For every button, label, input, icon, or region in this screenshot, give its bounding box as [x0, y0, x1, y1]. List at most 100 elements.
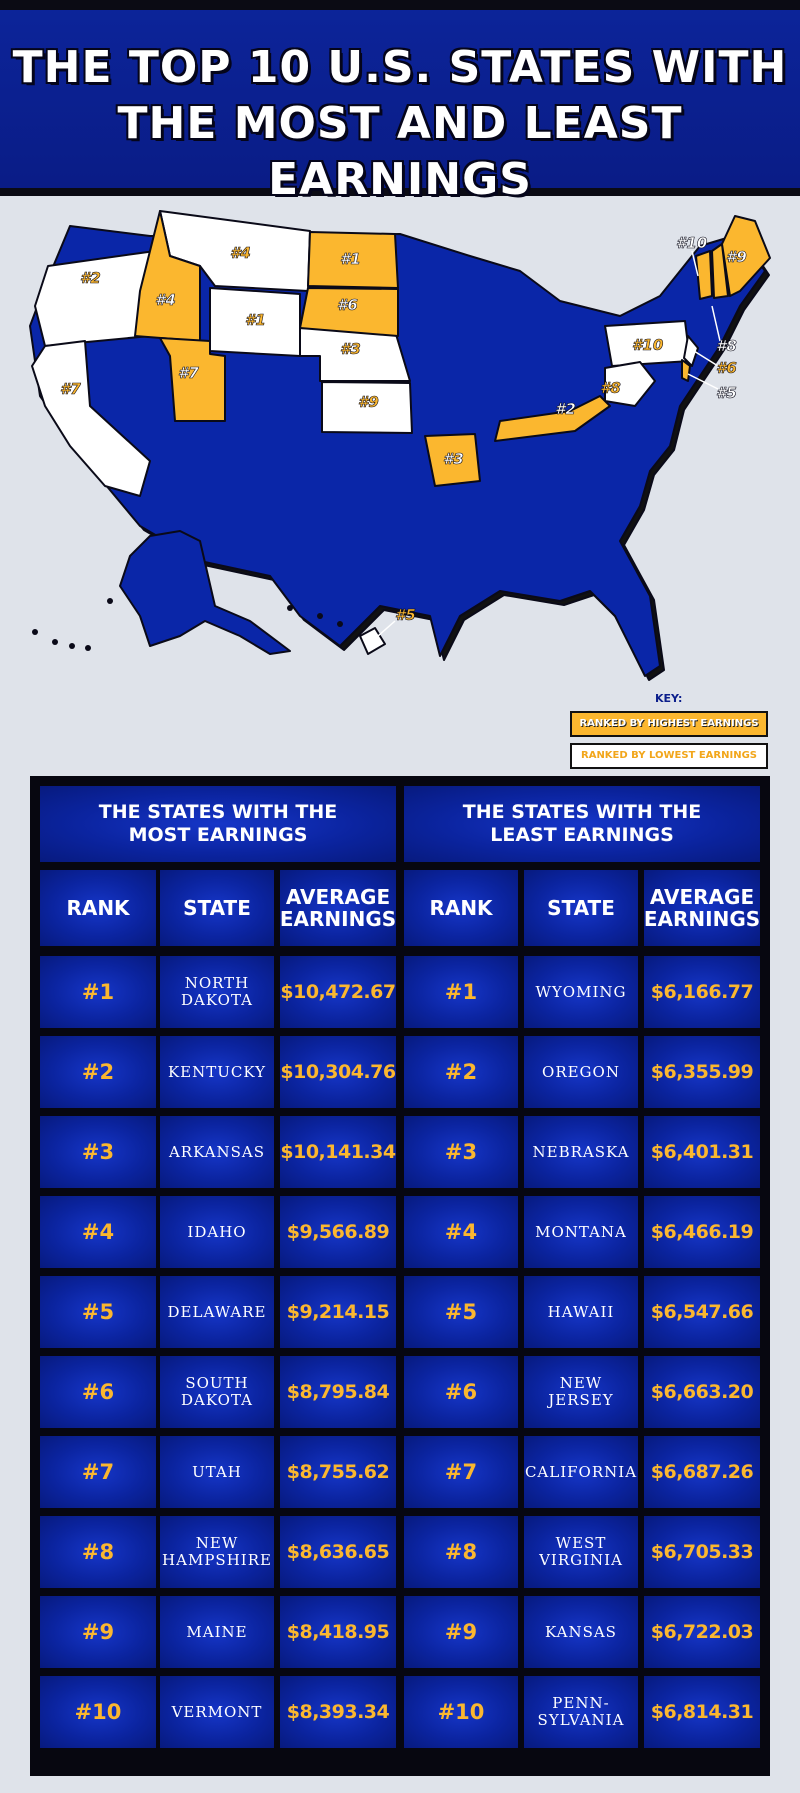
title-line-2: THE MOST AND LEAST EARNINGS [117, 98, 683, 205]
most-row-8-earnings-text: $8,636.65 [286, 1541, 390, 1563]
most-row-10-earnings: $8,393.34 [280, 1676, 396, 1748]
most-row-4-earnings: $9,566.89 [280, 1196, 396, 1268]
most-earnings-title-text: THE STATES WITH THE MOST EARNINGS [98, 801, 338, 846]
least-row-10-earnings: $6,814.31 [644, 1676, 760, 1748]
most-row-6-earnings-text: $8,795.84 [286, 1381, 390, 1403]
least-row-10-earnings-text: $6,814.31 [650, 1701, 754, 1723]
map-label-utah: #7 [178, 364, 199, 382]
most-row-2-state: KENTUCKY [160, 1036, 274, 1108]
state-alaska [119, 530, 291, 655]
least-row-5-rank-text: #5 [444, 1300, 478, 1324]
map-label-california: #7 [60, 380, 81, 398]
most-row-5-rank-text: #5 [81, 1300, 115, 1324]
least-row-10-state: PENN- SYLVANIA [524, 1676, 638, 1748]
least-row-4-rank-text: #4 [444, 1220, 478, 1244]
most-row-4-state-text: IDAHO [187, 1222, 247, 1241]
most-row-6-rank: #6 [40, 1356, 156, 1428]
most-row-6-state-text: SOUTH DAKOTA [181, 1374, 253, 1409]
most-row-8-state: NEW HAMPSHIRE [160, 1516, 274, 1588]
most-row-9-state-text: MAINE [186, 1622, 248, 1641]
most-header-rank-text: RANK [66, 896, 130, 920]
state-oregon [34, 250, 156, 347]
map-label-south-dakota: #6 [337, 296, 358, 314]
most-row-3-state: ARKANSAS [160, 1116, 274, 1188]
title-line-1: THE TOP 10 U.S. STATES WITH [12, 42, 788, 93]
least-row-4-state: MONTANA [524, 1196, 638, 1268]
most-row-1-rank-text: #1 [81, 980, 115, 1004]
least-row-1-rank: #1 [404, 956, 518, 1028]
most-row-8-rank: #8 [40, 1516, 156, 1588]
most-header-state-text: STATE [183, 896, 251, 920]
map-label-kentucky: #2 [555, 400, 576, 418]
most-header-state: STATE [160, 870, 274, 946]
most-header-rank: RANK [40, 870, 156, 946]
least-row-6-rank: #6 [404, 1356, 518, 1428]
most-row-5-rank: #5 [40, 1276, 156, 1348]
least-row-5-rank: #5 [404, 1276, 518, 1348]
most-header-earnings-text: AVERAGE EARNINGS [279, 885, 397, 931]
most-row-6-earnings: $8,795.84 [280, 1356, 396, 1428]
least-row-1-state: WYOMING [524, 956, 638, 1028]
key-highest: RANKED BY HIGHEST EARNINGS [570, 711, 768, 737]
least-row-7-earnings: $6,687.26 [644, 1436, 760, 1508]
most-row-7-rank-text: #7 [81, 1460, 115, 1484]
least-earnings-title: THE STATES WITH THE LEAST EARNINGS [404, 786, 760, 862]
most-row-4-rank: #4 [40, 1196, 156, 1268]
least-header-earnings: AVERAGE EARNINGS [644, 870, 760, 946]
key-title: KEY: [655, 692, 683, 705]
map-label-wyoming: #1 [245, 311, 266, 329]
map-label-pennsylvania: #10 [632, 336, 663, 354]
state-west-virginia [604, 361, 656, 407]
title-banner: THE TOP 10 U.S. STATES WITH THE MOST AND… [0, 0, 800, 205]
least-row-3-state: NEBRASKA [524, 1116, 638, 1188]
least-header-rank: RANK [404, 870, 518, 946]
map-label-montana: #4 [230, 244, 251, 262]
most-row-1-state: NORTH DAKOTA [160, 956, 274, 1028]
least-row-5-state: HAWAII [524, 1276, 638, 1348]
least-row-9-earnings-text: $6,722.03 [650, 1621, 754, 1643]
most-row-10-state: VERMONT [160, 1676, 274, 1748]
key-lowest: RANKED BY LOWEST EARNINGS [570, 743, 768, 769]
least-row-8-state-text: WEST VIRGINIA [539, 1534, 623, 1569]
least-row-3-rank-text: #3 [444, 1140, 478, 1164]
least-row-10-rank: #10 [404, 1676, 518, 1748]
least-row-8-state: WEST VIRGINIA [524, 1516, 638, 1588]
most-row-10-state-text: VERMONT [171, 1702, 263, 1721]
least-row-7-rank-text: #7 [444, 1460, 478, 1484]
state-new-hampshire [711, 243, 729, 299]
most-row-1-state-text: NORTH DAKOTA [181, 974, 253, 1009]
map-label-new-jersey: #6 [716, 359, 737, 377]
state-hawaii [359, 627, 386, 655]
most-row-10-rank-text: #10 [74, 1700, 122, 1724]
map-label-north-dakota: #1 [340, 250, 361, 268]
least-header-earnings-text: AVERAGE EARNINGS [643, 885, 761, 931]
least-row-3-state-text: NEBRASKA [532, 1142, 630, 1161]
least-row-6-earnings-text: $6,663.20 [650, 1381, 754, 1403]
state-arkansas [424, 433, 481, 487]
least-row-10-state-text: PENN- SYLVANIA [537, 1694, 625, 1729]
most-row-8-earnings: $8,636.65 [280, 1516, 396, 1588]
least-row-7-state-text: CALIFORNIA [524, 1462, 638, 1481]
most-row-9-earnings: $8,418.95 [280, 1596, 396, 1668]
most-row-3-rank-text: #3 [81, 1140, 115, 1164]
most-row-7-rank: #7 [40, 1436, 156, 1508]
least-row-4-earnings: $6,466.19 [644, 1196, 760, 1268]
least-row-6-state-text: NEW JERSEY [548, 1374, 614, 1409]
state-vermont [695, 250, 713, 300]
most-row-10-rank: #10 [40, 1676, 156, 1748]
most-row-9-rank-text: #9 [81, 1620, 115, 1644]
most-row-3-state-text: ARKANSAS [168, 1142, 266, 1161]
least-header-rank-text: RANK [429, 896, 493, 920]
state-new-jersey [683, 335, 699, 367]
most-row-9-rank: #9 [40, 1596, 156, 1668]
least-row-3-earnings-text: $6,401.31 [650, 1141, 754, 1163]
state-south-dakota [299, 287, 399, 337]
most-row-7-state: UTAH [160, 1436, 274, 1508]
map-label-kansas: #9 [358, 393, 379, 411]
most-row-5-earnings: $9,214.15 [280, 1276, 396, 1348]
least-row-8-earnings: $6,705.33 [644, 1516, 760, 1588]
least-row-9-state-text: KANSAS [545, 1622, 617, 1641]
most-row-1-rank: #1 [40, 956, 156, 1028]
most-row-3-earnings-text: $10,141.34 [280, 1141, 396, 1163]
map-label-hawaii: #5 [395, 606, 416, 624]
